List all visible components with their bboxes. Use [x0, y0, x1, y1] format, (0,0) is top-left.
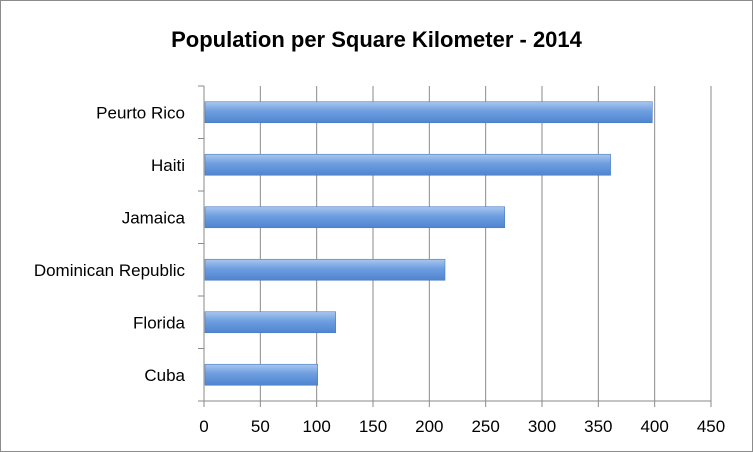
x-tick-label: 0 [199, 417, 208, 436]
category-label: Peurto Rico [96, 103, 185, 122]
x-tick-label: 450 [697, 417, 725, 436]
x-tick-label: 100 [302, 417, 330, 436]
bar [204, 311, 336, 334]
axes: 0 50 100 150 200 250 300 350 400 450 Peurto Rico Ha… [34, 85, 725, 436]
gridlines [259, 86, 712, 401]
bars [204, 101, 653, 386]
x-tick-label: 350 [584, 417, 612, 436]
bar [204, 258, 446, 281]
x-tick-label: 50 [251, 417, 270, 436]
chart-title: Population per Square Kilometer - 2014 [171, 27, 582, 52]
x-tick-label: 300 [528, 417, 556, 436]
category-label: Haiti [151, 156, 185, 175]
category-label: Jamaica [122, 208, 186, 227]
bar [204, 101, 653, 124]
category-label: Dominican Republic [34, 261, 186, 280]
bar [204, 363, 318, 386]
x-tick-label: 400 [640, 417, 668, 436]
bar [204, 153, 611, 176]
x-tick-label: 250 [471, 417, 499, 436]
bar [204, 206, 505, 229]
x-tick-label: 150 [359, 417, 387, 436]
category-label: Florida [133, 313, 186, 332]
category-label: Cuba [144, 366, 185, 385]
x-tick-label: 200 [415, 417, 443, 436]
